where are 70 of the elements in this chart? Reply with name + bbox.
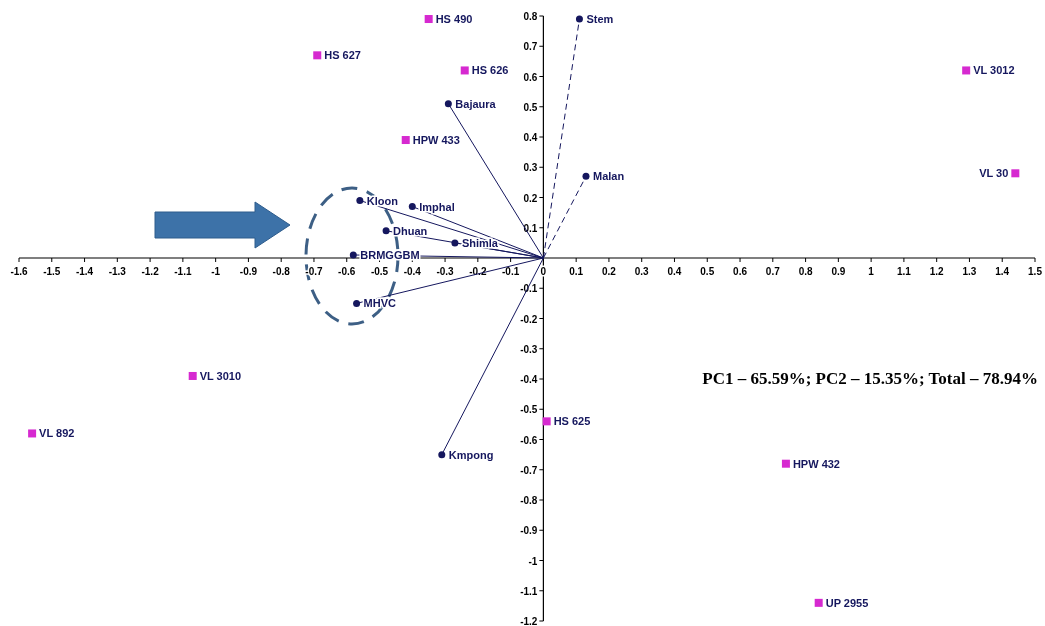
x-tick-label: -1.2 <box>141 266 160 277</box>
annotation: HS 625 <box>553 415 591 428</box>
y-tick-label: -1 <box>528 555 538 567</box>
x-tick-label: -0.6 <box>338 266 356 277</box>
y-tick-label: -0.4 <box>520 374 538 385</box>
annotation: HS 626 <box>471 64 509 77</box>
x-tick-label: 1.3 <box>962 266 977 277</box>
annotation: PC1 – 65.59%; PC2 – 15.35%; Total – 78.94% <box>702 369 1038 388</box>
y-tick-label: -0.8 <box>520 495 538 506</box>
y-tick-label: 0.3 <box>523 162 538 174</box>
x-tick-label: 0.3 <box>634 266 650 277</box>
x-tick-label: -0.8 <box>272 266 291 277</box>
y-tick-label: 0.5 <box>523 101 538 113</box>
y-tick-label: -0.3 <box>520 343 538 355</box>
x-tick-label: 0.9 <box>831 266 846 277</box>
annotation: VL 892 <box>39 427 75 440</box>
x-tick-label: 0.4 <box>667 266 682 277</box>
x-tick-label: 1.5 <box>1028 266 1043 277</box>
x-tick-label: -0.9 <box>239 266 258 277</box>
annotation: VL 3010 <box>199 369 242 382</box>
x-tick-label: -0.2 <box>469 266 487 277</box>
annotation: UP 2955 <box>825 596 869 609</box>
annotation: Stem <box>586 13 614 26</box>
x-tick-label: -1.5 <box>43 266 61 277</box>
x-tick-label: -0.5 <box>370 266 389 277</box>
x-tick-label: 0.8 <box>798 266 813 277</box>
x-tick-label: -1.6 <box>10 266 29 277</box>
y-tick-label: 0.8 <box>523 11 538 22</box>
x-tick-label: 0.6 <box>733 266 748 277</box>
x-tick-label: 1 <box>868 266 875 277</box>
x-tick-label: -0.1 <box>502 266 520 277</box>
annotation: MHVC <box>363 297 397 310</box>
x-tick-label: 0.7 <box>765 266 781 277</box>
annotation: HPW 433 <box>412 134 460 147</box>
annotation: Bajaura <box>455 97 497 110</box>
y-tick-label: -0.7 <box>520 464 538 476</box>
x-tick-label: -0.4 <box>403 266 422 277</box>
annotation: VL 30 <box>979 167 1009 180</box>
x-tick-label: 0.1 <box>569 266 584 277</box>
x-tick-label: -0.3 <box>436 266 455 277</box>
y-tick-label: -1.1 <box>520 585 538 597</box>
y-tick-label: 0.6 <box>523 71 538 83</box>
annotation: Imphal <box>419 200 455 213</box>
annotation: HPW 432 <box>792 457 840 470</box>
x-tick-label: -1.1 <box>174 266 192 277</box>
y-tick-label: -0.5 <box>520 404 538 416</box>
y-tick-label: -1.2 <box>520 616 538 626</box>
annotation: HS 627 <box>324 49 361 62</box>
y-tick-label: -0.6 <box>520 434 538 446</box>
y-tick-label: -0.9 <box>520 525 538 537</box>
x-tick-label: 1.2 <box>929 266 945 277</box>
y-tick-label: 0.7 <box>523 41 538 53</box>
x-tick-label: 1.1 <box>896 266 912 277</box>
annotation: VL 3012 <box>973 64 1015 77</box>
annotation: Kmpong <box>448 448 494 461</box>
y-tick-label: 0.2 <box>523 192 538 204</box>
y-tick-label: -0.2 <box>520 313 538 325</box>
x-tick-label: -1 <box>211 266 221 277</box>
annotation: Dhuan <box>393 224 428 237</box>
y-tick-label: -0.1 <box>520 283 538 295</box>
x-tick-label: 0 <box>540 266 547 277</box>
x-tick-label: 1.4 <box>995 266 1010 277</box>
x-tick-label: 0.2 <box>601 266 617 277</box>
x-tick-label: -1.4 <box>75 266 94 277</box>
y-tick-label: 0.1 <box>523 222 538 234</box>
annotation: Malan <box>592 170 625 183</box>
x-tick-label: 0.5 <box>700 266 715 277</box>
x-tick-label: -1.3 <box>108 266 127 277</box>
annotation: HS 490 <box>435 13 473 26</box>
y-tick-label: 0.4 <box>523 132 538 143</box>
